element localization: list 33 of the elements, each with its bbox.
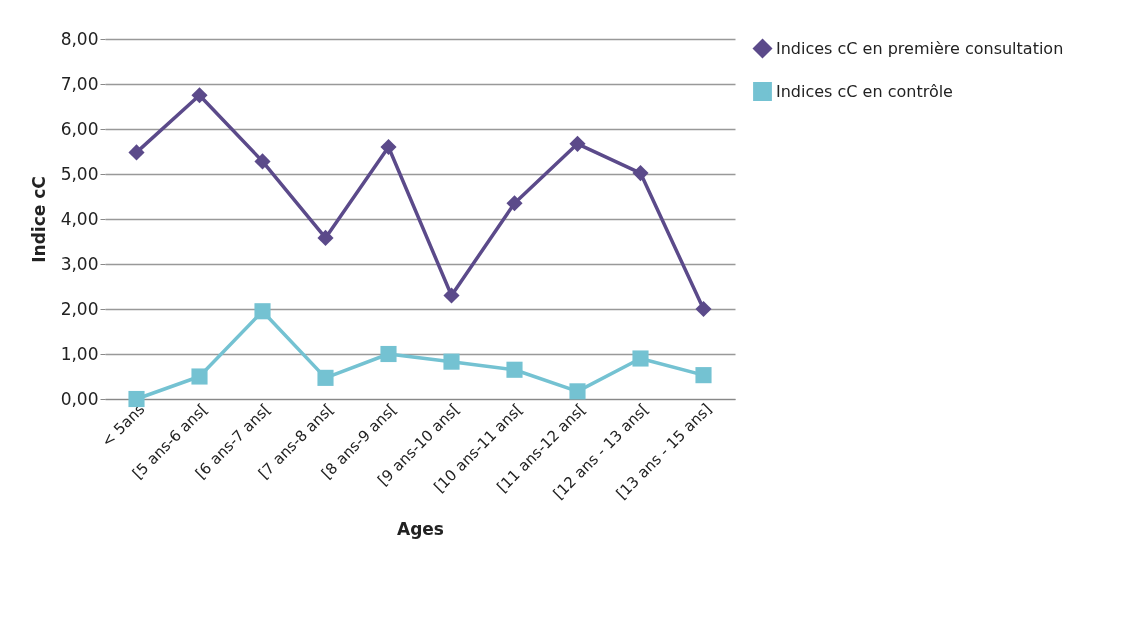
y-tick-label: 6,00 bbox=[60, 118, 99, 139]
y-tick-label: 4,00 bbox=[60, 208, 99, 229]
y-tick-label: 8,00 bbox=[60, 28, 99, 49]
point bbox=[317, 369, 334, 386]
point bbox=[128, 144, 145, 161]
x-axis-title: Ages bbox=[397, 519, 444, 540]
point bbox=[380, 345, 397, 363]
point bbox=[254, 303, 271, 320]
y-tick-label: 1,00 bbox=[60, 343, 99, 364]
point bbox=[695, 367, 712, 384]
y-tick-label: 3,00 bbox=[60, 253, 99, 274]
legend-label: Indices cC en première consultation bbox=[776, 38, 1064, 58]
y-tick-label: 2,00 bbox=[60, 298, 99, 319]
point bbox=[380, 138, 397, 156]
point bbox=[443, 287, 460, 304]
y-tick-label: 0,00 bbox=[60, 388, 99, 409]
point bbox=[128, 390, 145, 408]
point bbox=[569, 135, 586, 152]
y-tick-label: 5,00 bbox=[60, 163, 99, 184]
point bbox=[317, 229, 334, 246]
legend-label: Indices cC en contrôle bbox=[776, 81, 953, 101]
point bbox=[632, 350, 649, 367]
point bbox=[632, 165, 649, 182]
point bbox=[506, 361, 523, 378]
y-tick-label: 7,00 bbox=[60, 73, 99, 94]
point bbox=[569, 383, 586, 400]
point bbox=[191, 87, 208, 104]
point bbox=[695, 300, 712, 318]
point bbox=[443, 353, 460, 370]
point bbox=[506, 195, 523, 212]
point bbox=[254, 153, 271, 170]
point bbox=[191, 368, 208, 385]
y-axis-title: Indice cC bbox=[28, 176, 49, 263]
